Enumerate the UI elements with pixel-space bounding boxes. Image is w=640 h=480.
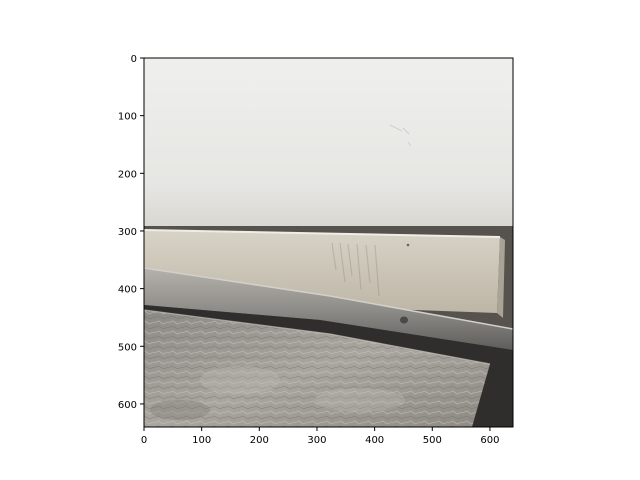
- x-tick-label: 500: [423, 435, 442, 446]
- y-tick-label: 0: [131, 54, 137, 65]
- photo: [144, 58, 513, 427]
- x-tick-label: 300: [307, 435, 326, 446]
- axes-frame: [143, 57, 514, 428]
- x-tick-label: 0: [141, 435, 147, 446]
- y-tick-label: 300: [118, 227, 137, 238]
- y-axis: 0 100 200 300 400 500 600: [118, 54, 144, 411]
- y-tick-label: 100: [118, 112, 137, 123]
- x-tick-label: 100: [192, 435, 211, 446]
- x-tick-label: 400: [365, 435, 384, 446]
- y-tick-label: 600: [118, 400, 137, 411]
- metal-strip: [144, 268, 513, 350]
- y-tick-label: 200: [118, 169, 137, 180]
- wall: [144, 58, 513, 238]
- x-axis: 0 100 200 300 400 500 600: [141, 427, 499, 446]
- x-tick-label: 200: [250, 435, 269, 446]
- y-tick-label: 400: [118, 285, 137, 296]
- x-tick-label: 600: [480, 435, 499, 446]
- y-tick-label: 500: [118, 342, 137, 353]
